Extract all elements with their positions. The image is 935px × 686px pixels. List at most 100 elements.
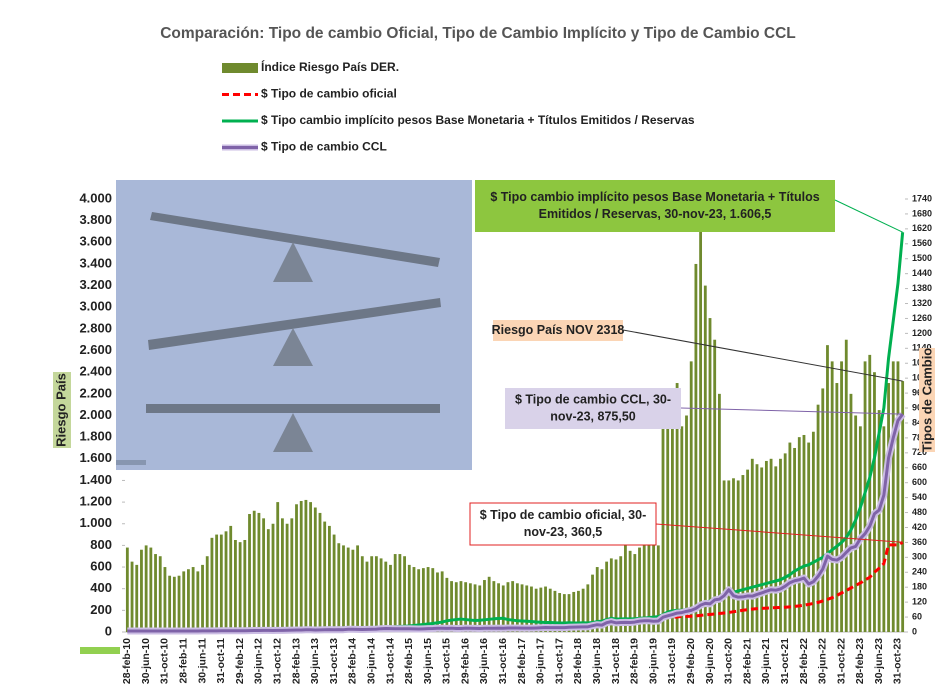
bar bbox=[624, 545, 627, 632]
bar bbox=[374, 556, 378, 632]
y-tick-label: 3.600 bbox=[79, 234, 112, 249]
bar bbox=[769, 458, 773, 632]
y2-tick-label: 1620 bbox=[912, 223, 932, 233]
image-fulcrum bbox=[273, 242, 313, 282]
x-tick-label: 31-oct-21 bbox=[779, 638, 791, 684]
bar bbox=[281, 518, 284, 632]
y2-tick-label: 1380 bbox=[912, 283, 932, 293]
bar bbox=[483, 580, 486, 632]
legend-label: $ Tipo de cambio oficial bbox=[261, 87, 397, 101]
bar bbox=[750, 458, 754, 632]
y-tick-label: 2.200 bbox=[79, 385, 112, 400]
bar bbox=[746, 469, 749, 632]
y-tick-label: 600 bbox=[90, 558, 112, 573]
bar bbox=[558, 593, 562, 632]
bar bbox=[807, 442, 811, 632]
bar bbox=[365, 561, 369, 632]
legend-patch bbox=[80, 647, 120, 654]
x-tick-label: 30-jun-19 bbox=[647, 638, 659, 684]
x-tick-label: 28-feb-21 bbox=[741, 638, 753, 684]
chart-title: Comparación: Tipo de cambio Oficial, Tip… bbox=[160, 25, 796, 42]
bar bbox=[873, 372, 876, 632]
x-tick-label: 30-jun-17 bbox=[535, 638, 547, 684]
annotation-leader bbox=[655, 523, 903, 543]
bar bbox=[445, 577, 449, 632]
line bbox=[127, 413, 904, 633]
legend-label: $ Tipo de cambio CCL bbox=[261, 140, 387, 154]
bar bbox=[323, 521, 327, 632]
bar bbox=[553, 590, 557, 632]
x-tick-label: 31-oct-22 bbox=[835, 638, 847, 684]
x-tick-label: 30-jun-10 bbox=[140, 638, 152, 684]
x-tick-label: 30-jun-18 bbox=[591, 638, 603, 684]
bar bbox=[313, 507, 317, 632]
bar bbox=[741, 475, 745, 632]
bar bbox=[539, 587, 543, 632]
bar bbox=[793, 447, 796, 632]
bar bbox=[318, 512, 322, 632]
bar bbox=[849, 393, 853, 632]
y2-tick-label: 1440 bbox=[912, 268, 932, 278]
bar bbox=[125, 547, 129, 632]
bar bbox=[717, 393, 721, 632]
x-tick-label: 31-oct-10 bbox=[159, 638, 171, 684]
bar bbox=[154, 554, 157, 632]
bar bbox=[252, 510, 256, 632]
x-tick-label: 31-oct-13 bbox=[328, 638, 340, 684]
bar bbox=[187, 569, 190, 632]
x-tick-label: 28-feb-22 bbox=[798, 638, 810, 684]
bar bbox=[755, 464, 759, 632]
bar bbox=[595, 567, 599, 632]
bar bbox=[699, 209, 703, 632]
bar bbox=[891, 361, 895, 632]
x-tick-label: 30-jun-13 bbox=[309, 638, 321, 684]
bar bbox=[337, 543, 341, 632]
y2-tick-label: 1200 bbox=[912, 328, 932, 338]
bar bbox=[764, 460, 768, 632]
x-tick-label: 28-feb-15 bbox=[403, 638, 415, 684]
bar bbox=[661, 426, 665, 632]
y2-axis-title-bg bbox=[919, 348, 935, 452]
x-tick-label: 31-oct-19 bbox=[666, 638, 678, 684]
bar bbox=[619, 556, 623, 632]
annotation-box bbox=[475, 180, 835, 232]
bar bbox=[708, 318, 712, 632]
bar bbox=[506, 582, 510, 632]
bar bbox=[638, 547, 641, 632]
bar bbox=[497, 583, 500, 632]
bar bbox=[858, 426, 862, 632]
bar bbox=[811, 431, 815, 632]
bar bbox=[680, 426, 684, 632]
bar bbox=[468, 583, 472, 632]
y-tick-label: 200 bbox=[90, 602, 112, 617]
bar bbox=[840, 361, 843, 632]
bar bbox=[821, 388, 825, 632]
bar bbox=[177, 575, 181, 632]
x-tick-label: 30-jun-23 bbox=[873, 638, 885, 684]
annotation-text: nov-23, 360,5 bbox=[524, 525, 603, 539]
y-tick-label: 4.000 bbox=[79, 190, 112, 205]
bar bbox=[295, 504, 298, 632]
bar bbox=[901, 381, 905, 632]
bar bbox=[389, 564, 392, 632]
bar bbox=[370, 556, 374, 632]
y2-tick-label: 600 bbox=[912, 477, 927, 487]
image-plank bbox=[148, 298, 441, 350]
bar bbox=[417, 569, 421, 632]
bar bbox=[346, 547, 350, 632]
y-tick-label: 1.200 bbox=[79, 494, 112, 509]
bar bbox=[586, 584, 590, 632]
y2-tick-label: 720 bbox=[912, 447, 927, 457]
bar bbox=[722, 480, 726, 632]
x-tick-label: 31-oct-16 bbox=[497, 638, 509, 684]
bar bbox=[802, 434, 806, 632]
bar bbox=[844, 339, 848, 632]
bar bbox=[215, 534, 219, 632]
y-tick-label: 2.400 bbox=[79, 364, 112, 379]
y2-tick-label: 1140 bbox=[912, 343, 932, 353]
y2-tick-label: 1680 bbox=[912, 208, 932, 218]
bar bbox=[182, 571, 186, 632]
x-tick-label: 30-jun-20 bbox=[704, 638, 716, 684]
bar bbox=[224, 531, 228, 632]
x-tick-label: 30-jun-16 bbox=[478, 638, 490, 684]
